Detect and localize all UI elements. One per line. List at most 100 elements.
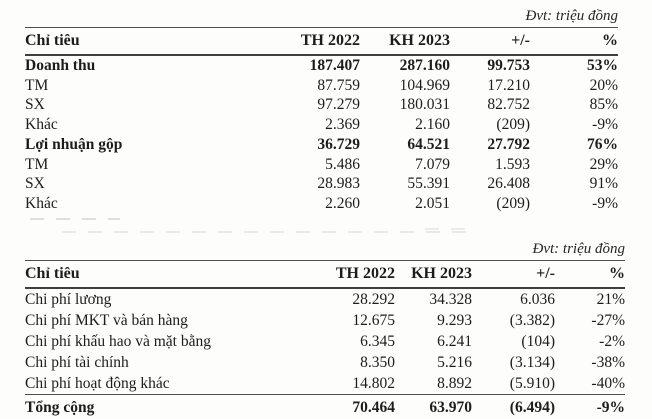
cell-value: 2.160 — [415, 116, 450, 134]
cell-value: -9% — [592, 194, 618, 212]
cell-value: 2.260 — [325, 194, 360, 212]
table-row: Chi phí lương 28.292 34.328 6.036 21% — [25, 288, 625, 310]
column-header: KH 2023 — [395, 260, 472, 289]
column-header: +/- — [472, 260, 555, 289]
cell-value: 104.969 — [399, 76, 450, 94]
cell-value: -9% — [555, 394, 625, 419]
column-header: % — [555, 260, 625, 289]
cell-value: (209) — [496, 194, 530, 212]
expense-table-section: Đvt: triệu đồng Chỉ tiêu TH 2022 KH 2023 +/… — [25, 240, 625, 419]
cell-value: 8.350 — [360, 354, 395, 371]
cell-value: 28.983 — [317, 175, 360, 193]
cell-value: 97.279 — [317, 96, 360, 114]
cell-value: 76% — [587, 135, 618, 153]
column-header: TH 2022 — [310, 260, 395, 289]
cell-value: 27.792 — [487, 135, 530, 153]
cell-value: 6.036 — [520, 291, 555, 308]
cell-value: 6.345 — [360, 333, 395, 350]
cell-value: 14.802 — [352, 375, 395, 392]
cell-value: 9.293 — [437, 312, 472, 329]
cell-value: 6.241 — [437, 333, 472, 350]
cell-value: 20% — [589, 76, 618, 94]
table-row: Chi phí hoạt động khác 14.802 8.892 (5.910)… — [25, 373, 625, 395]
row-label: TM — [25, 76, 49, 94]
cell-value: 2.051 — [415, 194, 450, 212]
header-row: Chỉ tiêu TH 2022 KH 2023 +/-% — [25, 260, 625, 289]
table-row: Doanh thu 187.407 287.160 99.753 53% — [25, 55, 618, 76]
cell-value: 85% — [589, 96, 618, 114]
cell-value: 36.729 — [317, 135, 360, 153]
table-row: Tổng cộng 70.464 63.970 (6.494) -9% — [25, 394, 625, 419]
table-row: Lợi nhuận gộp 36.729 64.521 27.792 76% — [25, 135, 618, 155]
cell-value: 2.369 — [325, 116, 360, 134]
row-label: Chi phí lương — [25, 291, 112, 308]
cell-value: 70.464 — [310, 394, 395, 419]
cell-value: 180.031 — [399, 96, 450, 114]
table-row: TM 5.486 7.079 1.593 29% — [25, 155, 618, 175]
expense-table: Chỉ tiêu TH 2022 KH 2023 +/-% Chi phí lương… — [25, 260, 625, 419]
cell-value: 34.328 — [429, 291, 472, 308]
cell-value: 28.292 — [352, 291, 395, 308]
row-label: Chi phí MKT và bán hàng — [25, 312, 188, 329]
cell-value: (5.910) — [509, 375, 555, 392]
unit-label: Đvt: triệu đồng — [532, 241, 625, 257]
scan-artifact — [62, 231, 467, 233]
cell-value: 287.160 — [399, 57, 450, 74]
cell-value: 26.408 — [487, 175, 530, 193]
cell-value: 12.675 — [352, 312, 395, 329]
column-header: KH 2023 — [360, 27, 450, 56]
row-label: Chi phí hoạt động khác — [25, 375, 170, 392]
table-row: Chi phí khấu hao và mặt bằng 6.345 6.241 (1… — [25, 331, 625, 352]
column-header: % — [530, 27, 618, 56]
row-label: Lợi nhuận gộp — [25, 135, 123, 153]
table-body: Chi phí lương 28.292 34.328 6.036 21% Chi phí… — [25, 288, 625, 419]
cell-value: 53% — [587, 57, 618, 74]
row-label: TM — [25, 155, 49, 173]
column-header: TH 2022 — [277, 27, 360, 56]
cell-value: 187.407 — [309, 57, 360, 74]
cell-value: 7.079 — [415, 155, 450, 173]
cell-value: 63.970 — [395, 394, 472, 419]
row-label: Doanh thu — [25, 57, 96, 74]
row-label: SX — [25, 96, 45, 114]
cell-value: 5.216 — [437, 354, 472, 371]
column-header: Chỉ tiêu — [25, 260, 310, 289]
cell-value: 1.593 — [495, 155, 530, 173]
scan-artifact — [425, 228, 475, 230]
cell-value: -27% — [591, 312, 625, 329]
cell-value: 91% — [589, 175, 618, 193]
unit-label: Đvt: triệu đồng — [525, 8, 618, 24]
cell-value: 55.391 — [407, 175, 450, 193]
cell-value: -9% — [592, 116, 618, 134]
table-row: Chi phí MKT và bán hàng 12.675 9.293 (3.382… — [25, 310, 625, 331]
cell-value: 99.753 — [487, 57, 530, 74]
cell-value: -2% — [599, 333, 625, 350]
row-label: Chi phí khấu hao và mặt bằng — [25, 333, 211, 350]
row-label: Tổng cộng — [25, 394, 310, 419]
cell-value: 29% — [589, 155, 618, 173]
cell-value: -38% — [591, 354, 625, 371]
table-row: Khác 2.260 2.051 (209) -9% — [25, 194, 618, 214]
cell-value: 82.752 — [487, 96, 530, 114]
row-label: SX — [25, 175, 45, 193]
cell-value: 64.521 — [407, 135, 450, 153]
table-row: SX 28.983 55.391 26.408 91% — [25, 174, 618, 194]
table-row: TM 87.759 104.969 17.210 20% — [25, 76, 618, 96]
cell-value: (6.494) — [472, 394, 555, 419]
table-header: Chỉ tiêu TH 2022 KH 2023 +/-% — [25, 260, 625, 289]
revenue-profit-table: Chỉ tiêu TH 2022 KH 2023 +/-% Doanh thu 187.… — [25, 27, 618, 214]
cell-value: (209) — [496, 116, 530, 134]
row-label: Khác — [25, 194, 58, 212]
table-row: SX 97.279 180.031 82.752 85% — [25, 95, 618, 115]
cell-value: 17.210 — [487, 76, 530, 94]
cell-value: 5.486 — [325, 155, 360, 173]
table-header: Chỉ tiêu TH 2022 KH 2023 +/-% — [25, 27, 618, 56]
cell-value: (3.382) — [509, 312, 555, 329]
table-row: Khác 2.369 2.160 (209) -9% — [25, 115, 618, 135]
cell-value: -40% — [591, 375, 625, 392]
cell-value: 8.892 — [437, 375, 472, 392]
table-body: Doanh thu 187.407 287.160 99.753 53% TM 87.759… — [25, 55, 618, 214]
revenue-profit-table-section: Đvt: triệu đồng Chỉ tiêu TH 2022 KH 2023 +/… — [25, 7, 618, 214]
header-row: Chỉ tiêu TH 2022 KH 2023 +/-% — [25, 27, 618, 56]
